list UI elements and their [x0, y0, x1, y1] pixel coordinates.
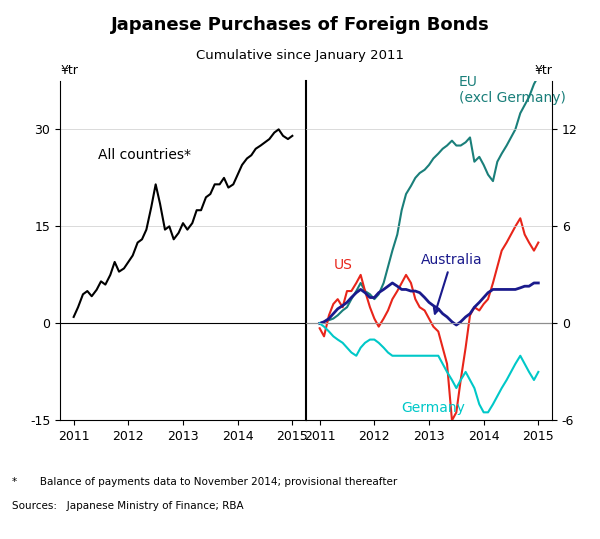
Text: ¥tr: ¥tr [534, 65, 552, 78]
Text: US: US [334, 258, 352, 272]
Text: Australia: Australia [421, 253, 482, 314]
Text: Japanese Purchases of Foreign Bonds: Japanese Purchases of Foreign Bonds [110, 16, 490, 34]
Text: EU
(excl Germany): EU (excl Germany) [459, 75, 566, 105]
Text: All countries*: All countries* [98, 148, 191, 162]
Text: Cumulative since January 2011: Cumulative since January 2011 [196, 49, 404, 61]
Text: *       Balance of payments data to November 2014; provisional thereafter: * Balance of payments data to November 2… [12, 477, 397, 487]
Text: Sources:   Japanese Ministry of Finance; RBA: Sources: Japanese Ministry of Finance; R… [12, 501, 244, 512]
Text: Germany: Germany [401, 401, 466, 415]
Text: ¥tr: ¥tr [60, 65, 78, 78]
